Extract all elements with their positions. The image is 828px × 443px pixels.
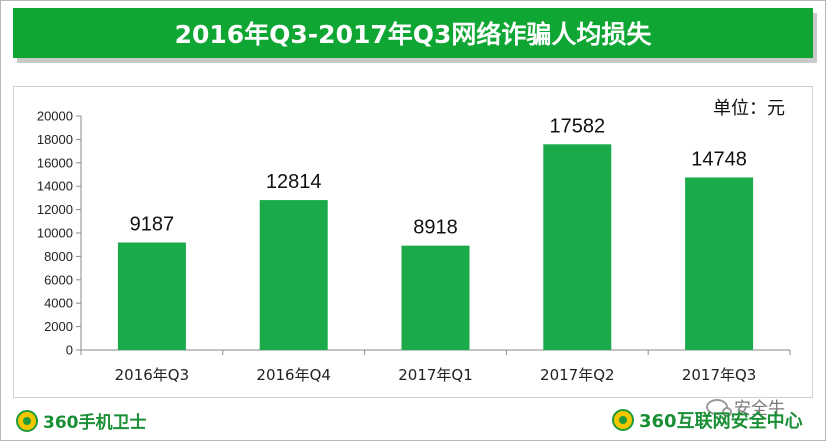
y-tick-label: 2000 (44, 319, 73, 334)
bar (543, 144, 612, 350)
x-tick-label: 2017年Q1 (398, 366, 473, 384)
title-banner: 2016年Q3-2017年Q3网络诈骗人均损失 (13, 8, 813, 58)
data-label: 12814 (266, 171, 322, 193)
data-label: 8918 (413, 217, 458, 239)
footer-right-brand: 360互联网安全中心 (612, 407, 803, 433)
y-tick-label: 20000 (37, 109, 73, 124)
y-tick-label: 8000 (44, 249, 73, 264)
unit-label: 单位：元 (713, 98, 785, 119)
y-tick-label: 12000 (37, 202, 73, 217)
bar (685, 177, 754, 350)
data-label: 17582 (549, 115, 605, 137)
wechat-icon (706, 398, 732, 417)
y-tick-label: 10000 (37, 226, 73, 241)
y-tick-label: 0 (66, 343, 73, 358)
x-tick-label: 2017年Q3 (682, 366, 757, 384)
x-tick-label: 2017年Q2 (540, 366, 615, 384)
footer-left-brand: 360手机卫士 (16, 408, 147, 433)
360-logo-icon (16, 409, 38, 432)
left-brand-text: 360手机卫士 (43, 413, 147, 433)
360-logo-icon (612, 409, 634, 431)
y-tick-label: 16000 (37, 155, 73, 170)
y-tick-label: 18000 (37, 132, 73, 147)
bar (401, 245, 470, 350)
x-tick-label: 2016年Q3 (115, 366, 190, 384)
watermark-text: 安全牛 (734, 399, 785, 419)
y-tick-label: 4000 (44, 296, 73, 311)
data-label: 9187 (130, 214, 175, 236)
watermark: 安全牛 (706, 394, 785, 419)
chart-title: 2016年Q3-2017年Q3网络诈骗人均损失 (174, 20, 652, 49)
right-brand-text: 360互联网安全中心 (639, 411, 803, 432)
y-tick-label: 14000 (37, 179, 73, 194)
bar (117, 242, 186, 350)
x-tick-label: 2016年Q4 (256, 366, 331, 384)
bar (259, 200, 328, 350)
data-label: 14748 (691, 148, 747, 170)
y-tick-label: 6000 (44, 272, 73, 287)
